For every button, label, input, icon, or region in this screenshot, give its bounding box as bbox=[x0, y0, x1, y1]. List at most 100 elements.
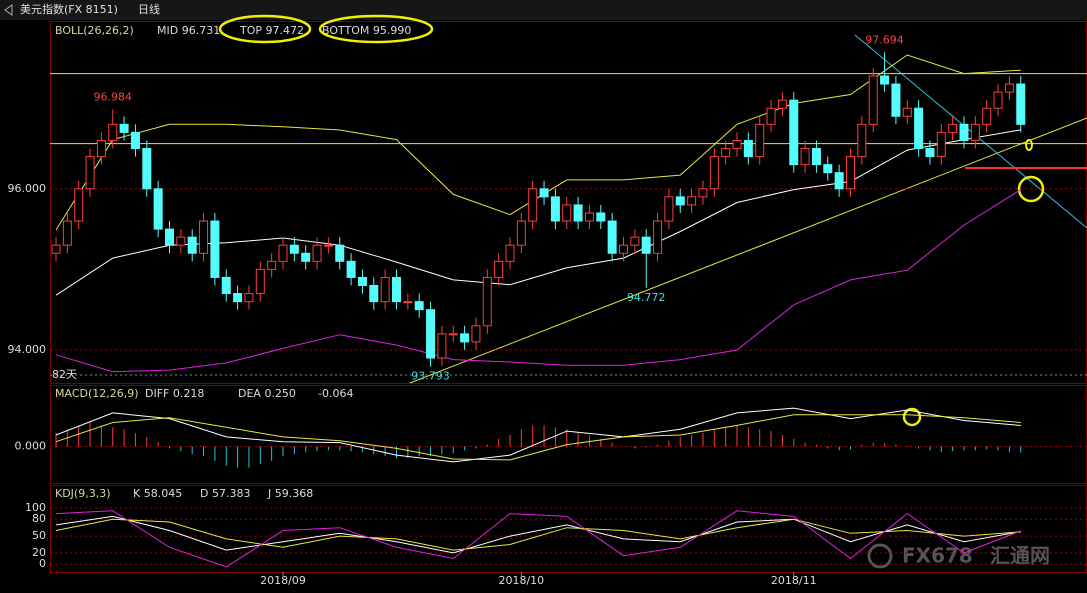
legend-entry: DEA 0.250 bbox=[238, 387, 296, 400]
candle-body bbox=[550, 196, 560, 222]
candle-body bbox=[369, 284, 379, 303]
series-line bbox=[55, 510, 1021, 568]
highlight-ellipse bbox=[1025, 139, 1033, 151]
candle-body bbox=[494, 260, 504, 278]
candle-body bbox=[187, 236, 197, 254]
series-line bbox=[55, 518, 1021, 551]
candle-body bbox=[267, 260, 277, 270]
candle-body bbox=[607, 220, 617, 254]
candle-body bbox=[993, 91, 1003, 109]
candle-body bbox=[732, 139, 742, 150]
series-line bbox=[55, 515, 1021, 554]
legend-entry: TOP 97.472 bbox=[239, 24, 304, 37]
legend-entry: MID 96.731 bbox=[157, 24, 220, 37]
legend-entry: -0.064 bbox=[318, 387, 353, 400]
candle-body bbox=[153, 188, 163, 230]
x-tick-label: 2018/09 bbox=[260, 574, 306, 587]
legend-entry: K 58.045 bbox=[133, 487, 182, 500]
highlight-ellipse bbox=[218, 14, 312, 44]
legend-entry: BOTTOM 95.990 bbox=[322, 24, 411, 37]
candle-body bbox=[630, 236, 640, 246]
watermark-brand: FX678 bbox=[902, 544, 973, 568]
candle-body bbox=[653, 220, 663, 254]
series-line bbox=[55, 414, 1021, 461]
candle-body bbox=[698, 188, 708, 198]
candle-body bbox=[51, 244, 61, 254]
series-line bbox=[55, 54, 1021, 231]
candle-body bbox=[108, 123, 118, 141]
candle-body bbox=[516, 220, 526, 246]
period-note: 82天 bbox=[52, 368, 77, 381]
trend-line bbox=[409, 117, 1087, 384]
price-annotation: 97.694 bbox=[865, 33, 904, 46]
candle-body bbox=[142, 148, 152, 190]
candle-body bbox=[766, 107, 776, 125]
candle-body bbox=[925, 148, 935, 158]
candle-body bbox=[868, 75, 878, 125]
candle-body bbox=[573, 204, 583, 222]
candle-body bbox=[982, 107, 992, 125]
candle-body bbox=[970, 123, 980, 141]
candle-body bbox=[85, 156, 95, 190]
candle-body bbox=[811, 148, 821, 166]
candle-body bbox=[346, 260, 356, 278]
legend-entry: D 57.383 bbox=[200, 487, 250, 500]
candle-body bbox=[165, 228, 174, 246]
candle-body bbox=[834, 172, 844, 190]
candle-body bbox=[891, 83, 901, 117]
candle-body bbox=[562, 204, 572, 222]
indicator-title: KDJ(9,3,3) bbox=[55, 487, 111, 500]
candle-body bbox=[619, 244, 628, 254]
candle-body bbox=[936, 131, 946, 158]
highlight-circle bbox=[1017, 175, 1045, 203]
candle-body bbox=[755, 123, 765, 158]
candle-body bbox=[380, 276, 390, 303]
candle-body bbox=[460, 333, 470, 343]
x-tick-label: 2018/10 bbox=[498, 574, 544, 587]
candle-body bbox=[584, 212, 594, 222]
candle-body bbox=[357, 276, 367, 286]
candle-body bbox=[335, 244, 345, 262]
candle-body bbox=[721, 148, 731, 158]
instrument-title: 美元指数(FX 8151) bbox=[20, 2, 118, 16]
candle-body bbox=[1016, 83, 1026, 125]
y-tick-label: 80 bbox=[32, 512, 46, 525]
candle-body bbox=[323, 244, 333, 247]
candle-body bbox=[403, 301, 413, 304]
price-annotation: 96.984 bbox=[94, 91, 133, 104]
main-panel bbox=[50, 21, 1087, 384]
price-annotation: 93.793 bbox=[411, 370, 450, 383]
candle-body bbox=[596, 212, 606, 222]
candle-body bbox=[505, 244, 515, 262]
period[interactable]: 日线 bbox=[138, 2, 160, 16]
candle-body bbox=[96, 139, 106, 158]
candle-body bbox=[1004, 83, 1014, 93]
watermark-name: 汇通网 bbox=[990, 544, 1050, 568]
candle-body bbox=[210, 220, 220, 278]
candle-body bbox=[74, 188, 84, 222]
y-tick-label: 100 bbox=[25, 501, 46, 514]
candle-body bbox=[221, 276, 231, 295]
y-tick-label: 0 bbox=[39, 557, 46, 570]
candle-body bbox=[301, 252, 311, 262]
series-line bbox=[55, 407, 1021, 463]
candle-body bbox=[414, 301, 424, 311]
candle-body bbox=[709, 156, 719, 190]
back-icon[interactable] bbox=[4, 4, 13, 16]
candle-body bbox=[777, 99, 787, 109]
price-annotation: 94.772 bbox=[627, 291, 666, 304]
candle-body bbox=[119, 123, 129, 133]
y-tick-label: 94.000 bbox=[8, 343, 47, 356]
candle-body bbox=[743, 139, 753, 158]
candle-body bbox=[255, 268, 265, 295]
candle-body bbox=[392, 276, 401, 303]
candle-body bbox=[664, 196, 674, 222]
candle-body bbox=[789, 99, 799, 166]
y-tick-label: 96.000 bbox=[8, 182, 47, 195]
indicator-title: MACD(12,26,9) bbox=[55, 387, 139, 400]
candle-body bbox=[528, 188, 538, 222]
highlight-ellipse bbox=[318, 14, 434, 44]
candle-body bbox=[948, 123, 958, 133]
candle-body bbox=[244, 293, 254, 303]
